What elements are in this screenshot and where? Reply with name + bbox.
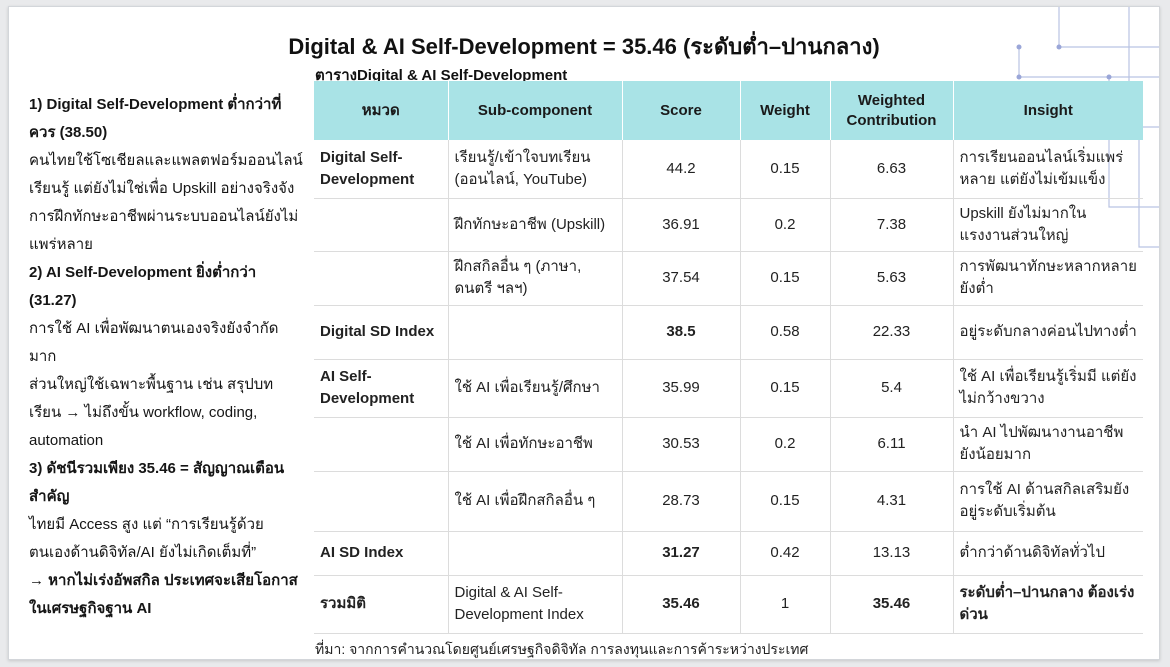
note-heading: 2) AI Self-Development ยิ่งต่ำกว่า (31.2… xyxy=(29,264,257,309)
contribution-cell: 4.31 xyxy=(830,471,954,532)
column-header: Weighted Contribution xyxy=(830,81,954,140)
category-cell: รวมมิติ xyxy=(314,575,449,634)
source-note: ที่มา: จากการคำนวณโดยศูนย์เศรษฐกิจดิจิทั… xyxy=(315,641,809,657)
insight-cell: ต่ำกว่าด้านดิจิทัลทั่วไป xyxy=(953,531,1143,576)
table-row: ฝึกทักษะอาชีพ (Upskill) 36.91 0.2 7.38 Upski… xyxy=(314,198,1143,252)
category-cell: Digital Self-Development xyxy=(314,140,449,199)
sub-component-cell xyxy=(448,531,623,576)
sub-component-cell: ใช้ AI เพื่อเรียนรู้/ศึกษา xyxy=(448,359,623,418)
column-header: Sub-component xyxy=(448,81,623,140)
sub-component-cell: ใช้ AI เพื่อฝึกสกิลอื่น ๆ xyxy=(448,471,623,532)
insight-cell: ใช้ AI เพื่อเรียนรู้เริ่มมี แต่ยังไม่กว้… xyxy=(953,359,1143,418)
slide-title: Digital & AI Self-Development = 35.46 (ร… xyxy=(288,34,880,59)
category-cell: AI Self-Development xyxy=(314,359,449,418)
category-cell xyxy=(314,471,449,532)
table-row: Digital SD Index 38.5 0.58 22.33 อยู่ระดับกล… xyxy=(314,305,1143,360)
column-header: Insight xyxy=(953,81,1143,140)
score-cell: 44.2 xyxy=(622,140,741,199)
category-cell xyxy=(314,417,449,472)
table-row: Digital Self-Development เรียนรู้/เข้าใจบ… xyxy=(314,140,1143,199)
score-cell: 35.99 xyxy=(622,359,741,418)
insight-cell: Upskill ยังไม่มากในแรงงานส่วนใหญ่ xyxy=(953,198,1143,252)
table-header-row: หมวด Sub-component Score Weight Weighted Con… xyxy=(314,81,1143,140)
table-row: AI Self-Development ใช้ AI เพื่อเรียนรู้/… xyxy=(314,359,1143,418)
table-row: ใช้ AI เพื่อทักษะอาชีพ 30.53 0.2 6.11 นำ AI … xyxy=(314,417,1143,472)
note-text: การฝึกทักษะอาชีพผ่านระบบออนไลน์ยังไม่แพร… xyxy=(29,208,299,253)
slide: Digital & AI Self-Development = 35.46 (ร… xyxy=(8,6,1160,660)
note-text: การใช้ AI เพื่อพัฒนาตนเองจริงยังจำกัดมาก xyxy=(29,320,279,365)
contribution-cell: 7.38 xyxy=(830,198,954,252)
note-text: ส่วนใหญ่ใช้เฉพาะพื้นฐาน เช่น สรุปบทเรียน… xyxy=(29,376,274,449)
score-cell: 38.5 xyxy=(622,305,741,360)
score-cell: 35.46 xyxy=(622,575,741,634)
table-row: รวมมิติ Digital & AI Self-Development Ind… xyxy=(314,575,1143,634)
sub-component-cell: ใช้ AI เพื่อทักษะอาชีพ xyxy=(448,417,623,472)
weight-cell: 0.58 xyxy=(740,305,831,360)
index-table: หมวด Sub-component Score Weight Weighted Con… xyxy=(314,81,1143,634)
insight-cell: การใช้ AI ด้านสกิลเสริมยังอยู่ระดับเริ่ม… xyxy=(953,471,1143,532)
weight-cell: 0.15 xyxy=(740,140,831,199)
contribution-cell: 6.63 xyxy=(830,140,954,199)
table-row: ฝึกสกิลอื่น ๆ (ภาษา, ดนตรี ฯลฯ) 37.54 0.15… xyxy=(314,251,1143,306)
note-text: คนไทยใช้โซเชียลและแพลตฟอร์มออนไลน์เรียนร… xyxy=(29,152,303,197)
contribution-cell: 35.46 xyxy=(830,575,954,634)
contribution-cell: 5.63 xyxy=(830,251,954,306)
score-cell: 36.91 xyxy=(622,198,741,252)
contribution-cell: 5.4 xyxy=(830,359,954,418)
column-header: Score xyxy=(622,81,741,140)
insight-cell: อยู่ระดับกลางค่อนไปทางต่ำ xyxy=(953,305,1143,360)
insight-cell: ระดับต่ำ–ปานกลาง ต้องเร่งด่วน xyxy=(953,575,1143,634)
score-cell: 30.53 xyxy=(622,417,741,472)
insight-cell: การพัฒนาทักษะหลากหลายยังต่ำ xyxy=(953,251,1143,306)
column-header: Weight xyxy=(740,81,831,140)
weight-cell: 1 xyxy=(740,575,831,634)
score-cell: 37.54 xyxy=(622,251,741,306)
summary-notes: 1) Digital Self-Development ต่ำกว่าที่คว… xyxy=(29,91,305,623)
weight-cell: 0.2 xyxy=(740,198,831,252)
weight-cell: 0.42 xyxy=(740,531,831,576)
weight-cell: 0.2 xyxy=(740,417,831,472)
contribution-cell: 22.33 xyxy=(830,305,954,360)
insight-cell: การเรียนออนไลน์เริ่มแพร่หลาย แต่ยังไม่เข… xyxy=(953,140,1143,199)
score-cell: 31.27 xyxy=(622,531,741,576)
category-cell: AI SD Index xyxy=(314,531,449,576)
weight-cell: 0.15 xyxy=(740,359,831,418)
category-cell: Digital SD Index xyxy=(314,305,449,360)
note-heading: → หากไม่เร่งอัพสกิล ประเทศจะเสียโอกาสในเ… xyxy=(29,572,298,617)
sub-component-cell xyxy=(448,305,623,360)
weight-cell: 0.15 xyxy=(740,251,831,306)
sub-component-cell: Digital & AI Self-Development Index xyxy=(448,575,623,634)
score-cell: 28.73 xyxy=(622,471,741,532)
sub-component-cell: ฝึกทักษะอาชีพ (Upskill) xyxy=(448,198,623,252)
table-body: Digital Self-Development เรียนรู้/เข้าใจบ… xyxy=(314,140,1143,634)
table-caption: ตารางDigital & AI Self-Development xyxy=(315,67,568,84)
contribution-cell: 6.11 xyxy=(830,417,954,472)
note-heading: 1) Digital Self-Development ต่ำกว่าที่คว… xyxy=(29,96,282,141)
weight-cell: 0.15 xyxy=(740,471,831,532)
table-row: ใช้ AI เพื่อฝึกสกิลอื่น ๆ 28.73 0.15 4.31 กา… xyxy=(314,471,1143,532)
sub-component-cell: ฝึกสกิลอื่น ๆ (ภาษา, ดนตรี ฯลฯ) xyxy=(448,251,623,306)
contribution-cell: 13.13 xyxy=(830,531,954,576)
insight-cell: นำ AI ไปพัฒนางานอาชีพยังน้อยมาก xyxy=(953,417,1143,472)
note-heading: 3) ดัชนีรวมเพียง 35.46 = สัญญาณเตือนสำคั… xyxy=(29,460,285,505)
note-text: ไทยมี Access สูง แต่ “การเรียนรู้ด้วยตนเ… xyxy=(29,516,264,561)
table-row: AI SD Index 31.27 0.42 13.13 ต่ำกว่าด้านดิจิ… xyxy=(314,531,1143,576)
column-header: หมวด xyxy=(314,81,449,140)
category-cell xyxy=(314,198,449,252)
category-cell xyxy=(314,251,449,306)
sub-component-cell: เรียนรู้/เข้าใจบทเรียน (ออนไลน์, YouTube… xyxy=(448,140,623,199)
